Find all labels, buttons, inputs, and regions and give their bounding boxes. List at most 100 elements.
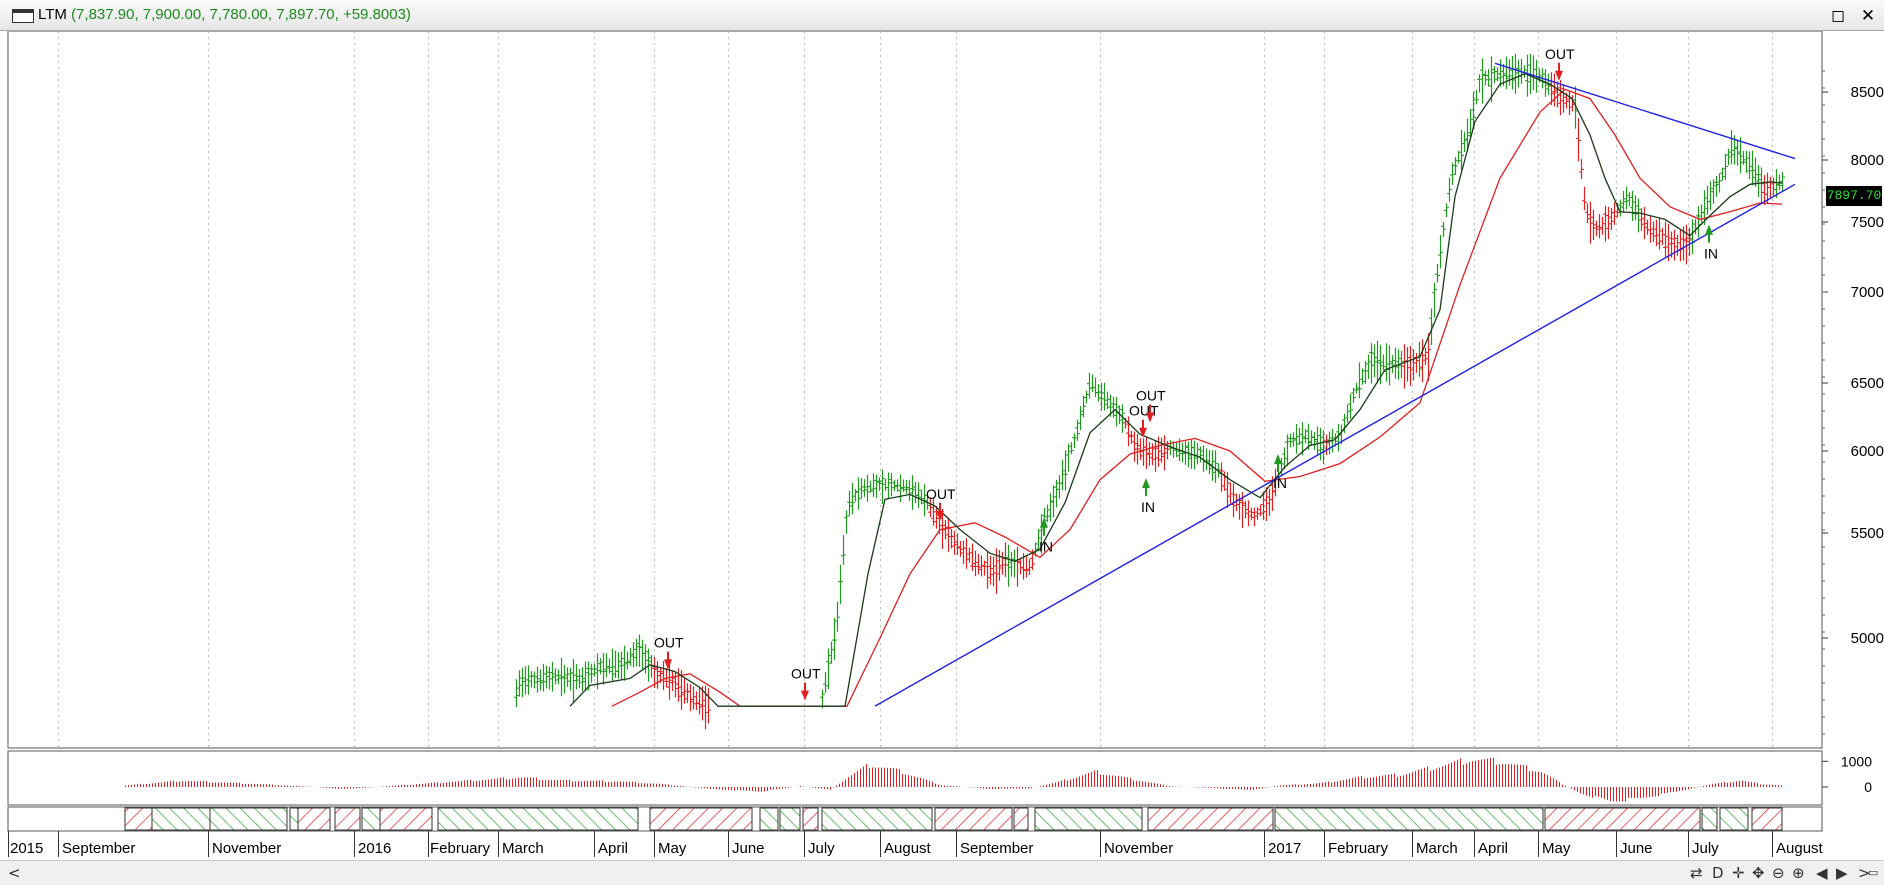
x-tick-label: 2017 (1268, 840, 1301, 857)
signal-label: OUT (926, 486, 956, 502)
trendline-lower (874, 183, 1796, 707)
x-tick-label: September (62, 840, 135, 857)
y-tick-label: 7500 (1851, 214, 1884, 231)
ohlc-readout: (7,837.90, 7,900.00, 7,780.00, 7,897.70,… (71, 6, 411, 23)
trendline-upper (1494, 62, 1796, 160)
signal-label: IN (1704, 246, 1718, 262)
regime-segment (1751, 807, 1783, 831)
x-tick-label: November (212, 840, 281, 857)
regime-strip (124, 807, 1783, 831)
x-tick-label: November (1104, 840, 1173, 857)
signal-label: OUT (1129, 403, 1159, 419)
in-arrow-icon (1705, 224, 1713, 243)
signal-label: OUT (1136, 388, 1166, 404)
x-tick-label: May (1542, 840, 1571, 857)
regime-segment (1034, 807, 1143, 831)
signal-label: OUT (791, 666, 821, 682)
y-tick-label: 6000 (1851, 443, 1884, 460)
x-tick-label: March (502, 840, 544, 857)
out-arrow-icon (1146, 404, 1154, 423)
crosshair-icon[interactable]: ✛ (1732, 864, 1745, 882)
x-tick-label: April (598, 840, 628, 857)
out-arrow-icon (664, 651, 672, 670)
scroll-right-icon[interactable]: > (1858, 864, 1871, 882)
regime-segment (1544, 807, 1701, 831)
regime-segment (649, 807, 753, 831)
axes: 2015 September November 2016 February March Ap… (8, 70, 1884, 857)
status-bar: < > ⇄ D ✛ ✥ ⊖ ⊕ ◀ ▶ ▭ (0, 860, 1884, 885)
zoom-out-icon[interactable]: ⊖ (1772, 864, 1785, 882)
x-tick-label: August (1776, 840, 1824, 857)
in-arrow-icon (1142, 478, 1150, 497)
regime-segment (437, 807, 639, 831)
x-tick-label: February (1328, 840, 1389, 857)
regime-segment (934, 807, 1013, 831)
chart-window-icon (12, 9, 34, 23)
regime-segment (297, 807, 331, 831)
ma-fast-line (569, 72, 1783, 707)
regime-segment (124, 807, 153, 831)
scroll-forward-icon[interactable]: ▶ (1836, 864, 1848, 882)
scroll-back-icon[interactable]: ◀ (1816, 864, 1828, 882)
x-tick-label: June (732, 840, 765, 857)
regime-segment (334, 807, 361, 831)
out-arrow-icon (1555, 62, 1563, 81)
gridlines (7, 31, 1823, 832)
regime-segment (759, 807, 779, 831)
y-tick-label: 7000 (1851, 284, 1884, 301)
signal-label: IN (1141, 499, 1155, 515)
x-tick-label: August (884, 840, 932, 857)
regime-segment (289, 807, 299, 831)
regime-segment (1274, 807, 1544, 831)
last-price-tag: 7897.70 (1826, 186, 1882, 206)
x-tick-label: July (808, 840, 835, 857)
y-tick-label: 6500 (1851, 375, 1884, 392)
pan-icon[interactable]: ✥ (1752, 864, 1765, 882)
chart-area[interactable]: OUT OUT OUT IN OUT OUT IN IN OUT IN 2015 September… (0, 31, 1884, 860)
symbol-label: LTM (38, 6, 67, 23)
window-title: LTM (7,837.90, 7,900.00, 7,780.00, 7,897… (38, 6, 411, 23)
signal-label: OUT (1545, 46, 1575, 62)
regime-segment (151, 807, 211, 831)
indicator-lines (569, 62, 1796, 707)
out-arrow-icon (936, 502, 944, 521)
regime-segment (209, 807, 288, 831)
x-tick-label: 2016 (358, 840, 391, 857)
in-arrow-icon (1274, 454, 1282, 473)
osc-y-tick-label: 1000 (1841, 753, 1872, 769)
x-tick-label: April (1478, 840, 1508, 857)
zoom-in-icon[interactable]: ⊕ (1792, 864, 1805, 882)
osc-y-tick-label: 0 (1864, 779, 1872, 795)
sync-icon[interactable]: ⇄ (1690, 864, 1703, 882)
y-tick-label: 5000 (1851, 630, 1884, 647)
oscillator-panel (125, 757, 1782, 802)
x-tick-label: June (1620, 840, 1653, 857)
panel-toggle-icon[interactable]: ▭ (1868, 866, 1879, 879)
close-button[interactable]: ✕ (1860, 6, 1876, 26)
regime-segment (379, 807, 433, 831)
regime-segment (779, 807, 801, 831)
maximize-button[interactable]: ◻ (1830, 6, 1846, 26)
signal-label: OUT (654, 635, 684, 651)
daily-period-button[interactable]: D (1712, 864, 1724, 882)
window-title-bar: LTM (7,837.90, 7,900.00, 7,780.00, 7,897… (0, 0, 1884, 31)
signal-label: IN (1273, 475, 1287, 491)
regime-segment (1147, 807, 1274, 831)
x-tick-label: 2015 (10, 840, 43, 857)
regime-segment (821, 807, 933, 831)
x-tick-label: March (1416, 840, 1458, 857)
y-tick-label: 8500 (1851, 84, 1884, 101)
scroll-left-icon[interactable]: < (8, 864, 21, 882)
x-tick-label: July (1692, 840, 1719, 857)
main-panel-frame (7, 31, 1823, 749)
regime-segment (361, 807, 381, 831)
in-arrow-icon (1040, 517, 1048, 536)
x-tick-label: September (960, 840, 1033, 857)
x-tick-label: February (430, 840, 491, 857)
regime-segment (1013, 807, 1029, 831)
regime-segment (802, 807, 819, 831)
x-tick-label: May (658, 840, 687, 857)
y-tick-label: 8000 (1851, 152, 1884, 169)
